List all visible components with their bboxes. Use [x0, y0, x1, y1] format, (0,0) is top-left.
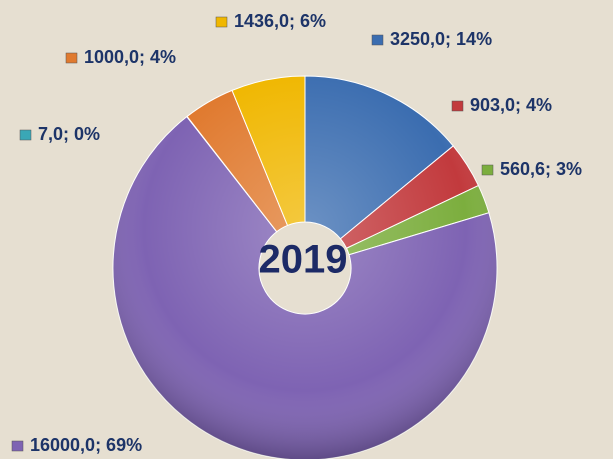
legend-marker — [11, 440, 24, 452]
data-label: 1436,0; 6% — [234, 11, 326, 31]
data-label: 560,6; 3% — [500, 159, 582, 179]
data-label: 3250,0; 14% — [390, 29, 492, 49]
legend-marker — [215, 16, 228, 28]
legend-marker — [371, 34, 384, 46]
data-label: 16000,0; 69% — [30, 435, 142, 455]
legend-marker — [451, 100, 464, 112]
legend-marker — [481, 164, 494, 176]
legend-marker — [19, 129, 32, 141]
center-title: 2019 — [259, 238, 348, 282]
data-label: 7,0; 0% — [38, 124, 100, 144]
legend-marker — [65, 52, 78, 64]
data-label: 903,0; 4% — [470, 95, 552, 115]
data-label: 1000,0; 4% — [84, 47, 176, 67]
